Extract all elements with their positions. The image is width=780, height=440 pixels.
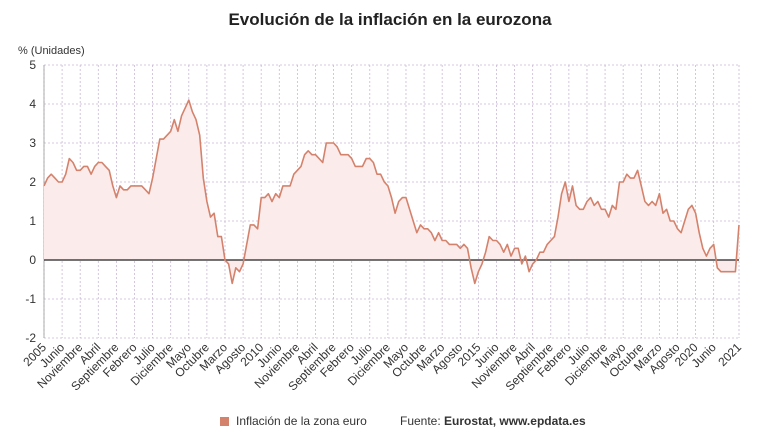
legend: Inflación de la zona euro (220, 414, 367, 428)
x-tick-label: 2021 (715, 340, 744, 369)
y-tick-label: 5 (29, 58, 36, 72)
source-prefix: Fuente: (400, 414, 445, 428)
series-line (43, 99, 740, 285)
y-tick-label: 4 (29, 97, 36, 111)
chart-title: Evolución de la inflación en la eurozona (228, 10, 552, 29)
source-note: Fuente: Eurostat, www.epdata.es (400, 414, 586, 428)
legend-swatch (220, 416, 229, 426)
y-tick-label: 1 (29, 214, 36, 228)
y-tick-label: -2 (25, 331, 36, 345)
y-tick-label: 0 (29, 253, 36, 267)
series-area-fill (44, 100, 739, 284)
y-tick-label: 2 (29, 175, 36, 189)
y-tick-label: 3 (29, 136, 36, 150)
legend-label: Inflación de la zona euro (236, 414, 367, 428)
y-tick-label: -1 (25, 292, 36, 306)
source-text: Eurostat, www.epdata.es (444, 414, 586, 428)
y-axis-unit-label: % (Unidades) (18, 45, 85, 57)
